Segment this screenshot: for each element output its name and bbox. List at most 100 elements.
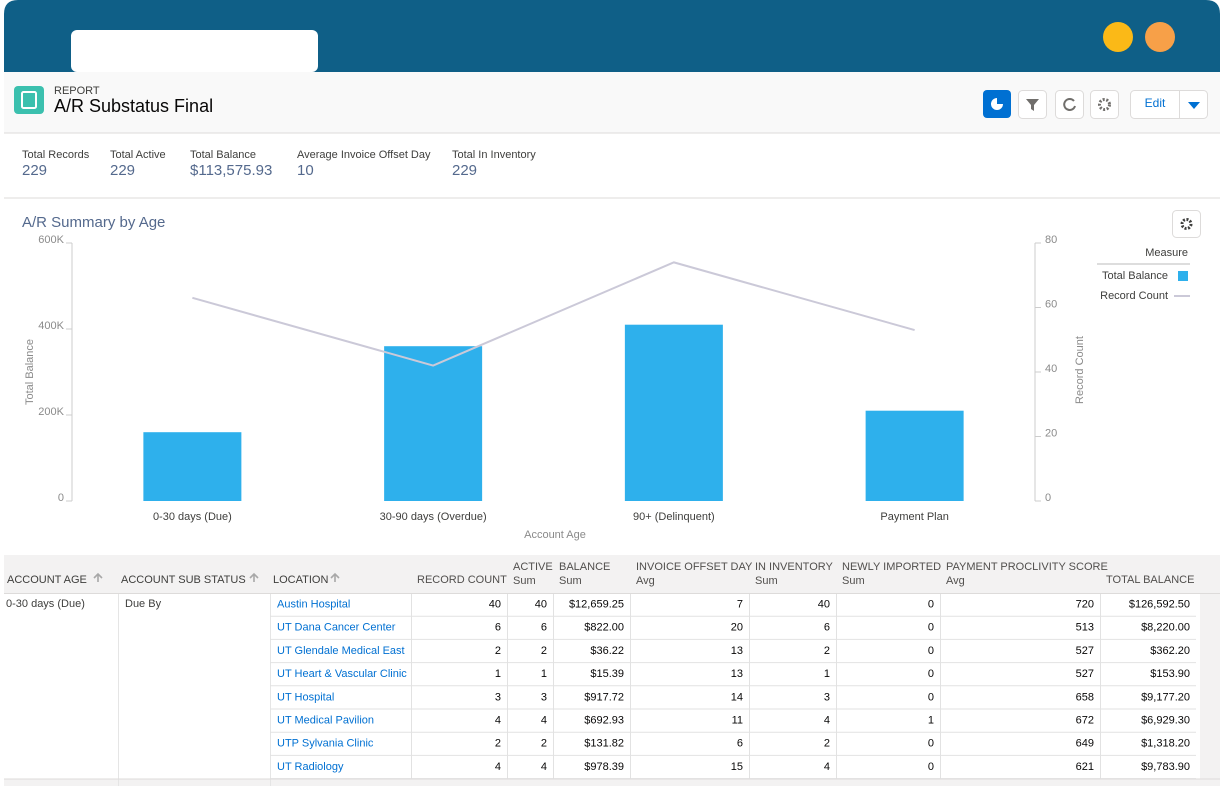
table-cell: 3	[541, 691, 547, 703]
summary-value: $113,575.93	[190, 162, 272, 179]
table-cell: $131.82	[584, 738, 624, 750]
tick-label: 400K	[38, 320, 64, 332]
table-cell: 6	[495, 622, 501, 634]
x-tick-label: 30-90 days (Overdue)	[380, 511, 487, 523]
location-link[interactable]: Austin Hospital	[277, 599, 350, 611]
column-header: ACCOUNT SUB STATUS	[121, 574, 246, 586]
table-cell: 0	[928, 645, 934, 657]
y-axis-title: Total Balance	[24, 339, 36, 405]
table-cell: 513	[1076, 622, 1094, 634]
table-cell: 40	[535, 599, 547, 611]
location-link[interactable]: UT Glendale Medical East	[277, 645, 405, 657]
table-cell: $8,220.00	[1141, 622, 1190, 634]
legend-swatch	[1178, 271, 1188, 281]
location-link[interactable]: UT Medical Pavilion	[277, 715, 374, 727]
table-cell: 0	[928, 761, 934, 773]
table-cell: 2	[541, 645, 547, 657]
edit-button-label[interactable]: Edit	[1145, 96, 1166, 110]
tick-label: 20	[1045, 427, 1057, 439]
summary-label: Average Invoice Offset Day	[297, 149, 431, 161]
tick-label: 60	[1045, 298, 1057, 310]
column-header-sub: Avg	[636, 575, 655, 587]
tick-label: 80	[1045, 234, 1057, 246]
sort-arrow	[330, 572, 340, 582]
table-cell: 0	[928, 691, 934, 703]
table-cell: 527	[1076, 668, 1094, 680]
bar	[384, 346, 483, 501]
location-link[interactable]: UT Dana Cancer Center	[277, 622, 396, 634]
settings-button[interactable]	[1090, 90, 1119, 119]
table-cell: 4	[495, 715, 501, 727]
x-axis-title: Account Age	[524, 529, 586, 541]
table-cell: 13	[731, 645, 743, 657]
table-cell: $36.22	[590, 645, 624, 657]
table-cell: 1	[928, 715, 934, 727]
location-link[interactable]: UT Hospital	[277, 691, 334, 703]
table-cell: 13	[731, 668, 743, 680]
table-cell: $12,659.25	[569, 599, 624, 611]
table-cell: 621	[1076, 761, 1094, 773]
legend-label: Total Balance	[1102, 270, 1168, 282]
table-cell: 0	[928, 738, 934, 750]
column-header-sub: Sum	[755, 575, 778, 587]
column-header: PAYMENT PROCLIVITY SCORE	[946, 561, 1108, 573]
table-cell: $9,177.20	[1141, 691, 1190, 703]
bar	[143, 432, 242, 501]
table-cell: $126,592.50	[1129, 599, 1190, 611]
y2-axis-title: Record Count	[1074, 336, 1086, 404]
table-cell: 1	[541, 668, 547, 680]
sort-arrow	[93, 572, 103, 582]
table-cell: $917.72	[584, 691, 624, 703]
column-header: INVOICE OFFSET DAY	[636, 561, 753, 573]
header-title: A/R Substatus Final	[54, 96, 213, 116]
edit-button[interactable]	[1130, 90, 1208, 119]
header-kicker: REPORT	[54, 85, 100, 97]
table-cell: 4	[541, 761, 547, 773]
legend-label: Record Count	[1100, 290, 1168, 302]
tick-label: 0	[58, 492, 64, 504]
table-cell: $692.93	[584, 715, 624, 727]
bar	[865, 410, 964, 501]
summary-value: 10	[297, 162, 314, 179]
table-cell: 0	[928, 668, 934, 680]
browser-tab[interactable]	[71, 30, 318, 72]
table-cell: 1	[824, 668, 830, 680]
table-cell: 1	[495, 668, 501, 680]
window-dot[interactable]	[1103, 22, 1133, 52]
dropdown-icon[interactable]	[1188, 102, 1200, 109]
report-header	[4, 72, 1220, 133]
location-link[interactable]: UT Radiology	[277, 761, 344, 773]
x-tick-label: Payment Plan	[880, 511, 948, 523]
location-link[interactable]: UTP Sylvania Clinic	[277, 738, 374, 750]
table-cell: $1,318.20	[1141, 738, 1190, 750]
x-tick-label: 0-30 days (Due)	[153, 511, 232, 523]
table-cell: 15	[731, 761, 743, 773]
button-icon	[1180, 218, 1193, 230]
table-cell: 672	[1076, 715, 1094, 727]
summary-label: Total Active	[110, 149, 166, 161]
location-link[interactable]: UT Heart & Vascular Clinic	[277, 668, 407, 680]
button-icon	[991, 98, 1003, 110]
group-cell: 0-30 days (Due)	[6, 598, 85, 610]
summary-label: Total Records	[22, 149, 90, 161]
chart-settings-button[interactable]	[1172, 210, 1201, 238]
table-cell: $822.00	[584, 622, 624, 634]
table-cell: 11	[732, 715, 743, 727]
column-header: LOCATION	[273, 574, 328, 586]
window-dot[interactable]	[1145, 22, 1175, 52]
table-cell: 3	[824, 691, 830, 703]
report-icon-glyph	[21, 91, 37, 109]
table-cell: 4	[824, 761, 830, 773]
table-cell: 20	[731, 622, 743, 634]
table-cell: 14	[731, 691, 743, 703]
table-cell: 649	[1076, 738, 1094, 750]
table-cell: 6	[737, 738, 743, 750]
table-cell: 4	[541, 715, 547, 727]
table-cell: 0	[928, 599, 934, 611]
column-header: RECORD COUNT	[417, 574, 507, 586]
refresh-button[interactable]	[1055, 90, 1084, 119]
summary-value: 229	[452, 162, 477, 179]
sort-arrow	[249, 572, 259, 582]
legend-title: Measure	[1145, 247, 1188, 259]
